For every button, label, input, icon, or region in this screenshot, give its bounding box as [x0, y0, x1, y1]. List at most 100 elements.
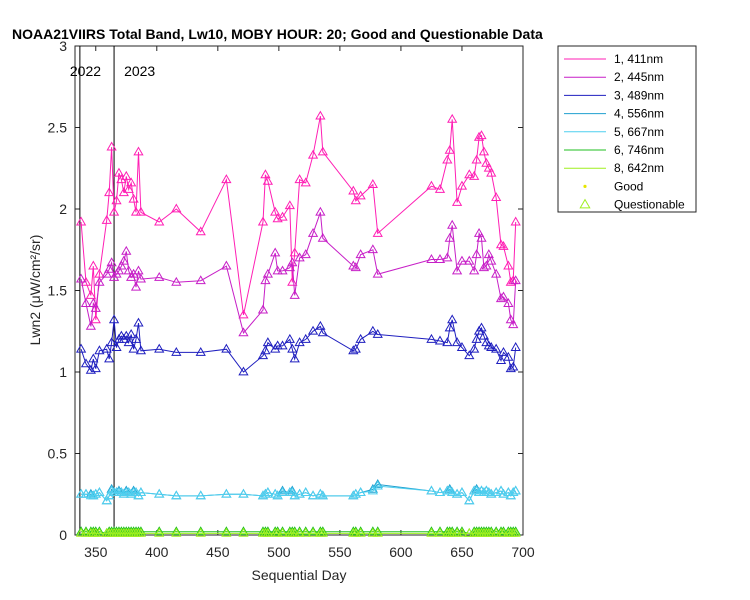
data-point — [478, 262, 490, 272]
data-point — [350, 527, 361, 537]
data-point — [355, 487, 366, 497]
data-point — [294, 527, 305, 537]
data-point — [257, 304, 269, 314]
data-point — [317, 146, 328, 156]
data-point — [434, 254, 446, 263]
data-point — [300, 527, 311, 537]
data-point — [503, 351, 514, 361]
data-point — [348, 490, 359, 500]
data-point — [130, 333, 142, 343]
data-point — [348, 345, 359, 355]
data-point — [486, 167, 497, 177]
data-point — [498, 527, 509, 537]
data-point — [106, 485, 117, 495]
data-point — [284, 262, 295, 272]
data-point — [451, 337, 463, 347]
data-point — [471, 249, 482, 259]
data-point — [367, 179, 378, 188]
data-point — [118, 255, 129, 265]
axes: 350 400 450 500 550 600 650 700 0 0.5 1 1.5 2 2.5 3 — [48, 38, 535, 560]
triangle-icon — [579, 198, 591, 209]
data-point — [434, 487, 446, 497]
data-point — [495, 239, 507, 249]
data-point — [510, 342, 521, 351]
data-point — [94, 345, 105, 355]
data-point — [471, 154, 482, 164]
data-point — [123, 265, 134, 275]
data-point — [294, 488, 305, 498]
y-axis-title: Lwn2 (μW/cm²/sr) — [27, 235, 43, 346]
data-point — [478, 146, 490, 156]
data-point — [317, 327, 328, 337]
data-point — [130, 281, 142, 291]
data-point — [451, 527, 463, 537]
data-point — [80, 298, 92, 307]
data-point — [469, 170, 480, 180]
data-point — [113, 265, 125, 275]
data-point — [478, 487, 490, 497]
data-point — [277, 211, 288, 221]
data-point — [491, 527, 502, 537]
data-point — [426, 526, 437, 536]
data-point — [491, 192, 502, 202]
legend-item: 5, 667nm — [564, 125, 664, 139]
data-point — [508, 361, 519, 371]
data-point — [262, 527, 274, 537]
data-point — [121, 245, 132, 255]
legend-label: Questionable — [614, 198, 685, 212]
data-point — [486, 526, 497, 536]
data-point — [123, 183, 134, 193]
data-point — [80, 527, 92, 537]
data-point — [195, 527, 206, 537]
year-marker-label: 2022 — [70, 63, 101, 79]
data-point — [505, 363, 516, 373]
data-point — [451, 526, 463, 536]
legend-item: 6, 746nm — [564, 143, 664, 157]
data-point — [456, 487, 468, 497]
data-point — [154, 343, 165, 353]
data-point — [272, 527, 283, 537]
data-point — [434, 335, 446, 345]
data-point — [483, 162, 494, 172]
data-point — [94, 276, 105, 286]
legend-label: Good — [614, 179, 643, 193]
data-point — [444, 144, 455, 154]
y-tick-label: 0.5 — [48, 446, 68, 462]
data-point — [75, 273, 87, 283]
data-point — [75, 216, 87, 226]
data-point — [133, 146, 144, 156]
data-point — [483, 487, 494, 497]
legend-label: 4, 556nm — [614, 107, 664, 121]
data-point — [464, 169, 475, 179]
data-point — [135, 273, 147, 283]
data-point — [451, 196, 463, 206]
data-point — [221, 174, 232, 184]
data-point — [367, 244, 378, 254]
data-point — [262, 268, 274, 278]
data-point — [111, 342, 122, 351]
data-point — [238, 309, 249, 319]
data-point — [456, 342, 468, 351]
data-point — [473, 487, 485, 497]
data-point — [262, 175, 274, 185]
data-point — [75, 343, 87, 353]
legend: 1, 411nm 2, 445nm 3, 489nm 4, 556nm 5, 667nm… — [557, 45, 697, 213]
data-point — [272, 340, 283, 350]
data-point — [498, 526, 509, 536]
x-tick-label: 450 — [206, 544, 230, 560]
legend-item: 1, 411nm — [564, 52, 663, 66]
data-point — [101, 214, 112, 224]
data-point — [154, 526, 165, 536]
data-point — [307, 227, 319, 237]
data-point — [464, 527, 475, 537]
data-point — [481, 485, 492, 495]
data-point — [442, 252, 453, 262]
data-point — [104, 353, 115, 363]
y-tick-label: 2 — [59, 201, 67, 217]
legend-label: 8, 642nm — [614, 161, 664, 175]
data-point — [108, 314, 120, 324]
data-point — [116, 487, 127, 497]
data-point — [307, 149, 319, 159]
data-point — [287, 257, 298, 267]
data-point — [350, 195, 361, 205]
